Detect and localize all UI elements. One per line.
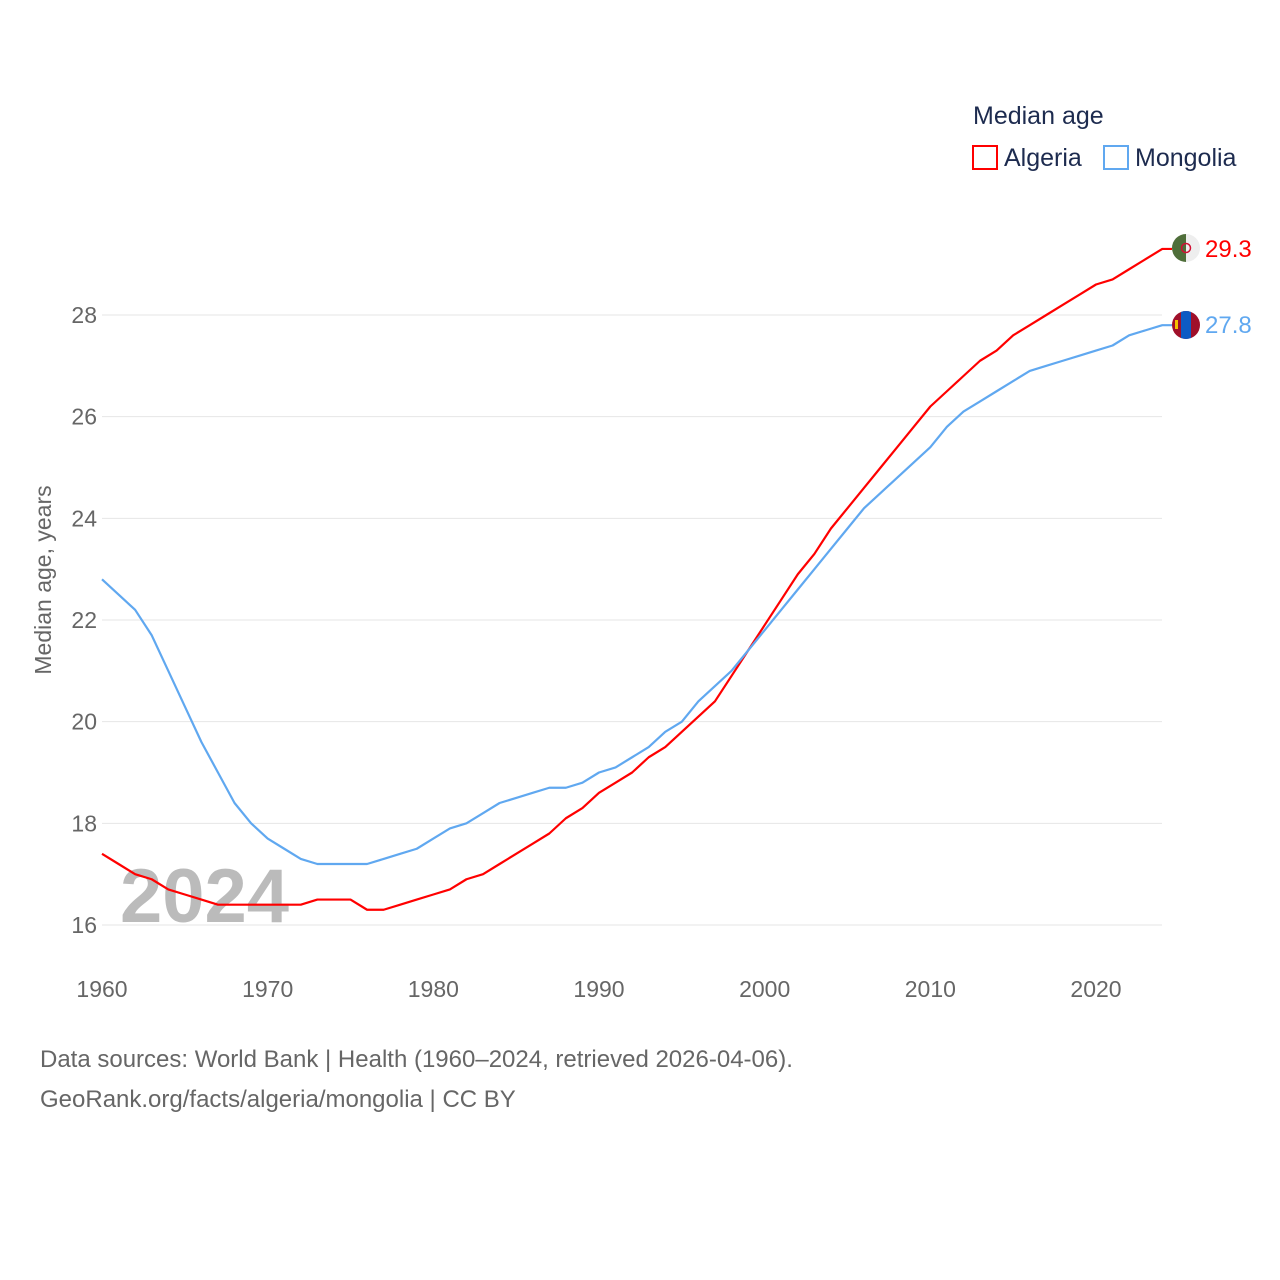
y-tick-label: 22 xyxy=(71,607,97,633)
x-tick-label: 2020 xyxy=(1070,976,1121,1002)
x-tick-label: 1980 xyxy=(408,976,459,1002)
x-tick-label: 1990 xyxy=(573,976,624,1002)
x-tick-label: 2000 xyxy=(739,976,790,1002)
data-source-text: Data sources: World Bank | Health (1960–… xyxy=(40,1046,793,1073)
mongolia-end-label: 27.8 xyxy=(1205,312,1252,339)
year-watermark: 2024 xyxy=(120,854,289,939)
algeria-flag-icon xyxy=(1172,234,1200,262)
x-tick-label: 1960 xyxy=(76,976,127,1002)
y-axis-label: Median age, years xyxy=(30,485,56,674)
x-tick-label: 2010 xyxy=(905,976,956,1002)
y-tick-label: 28 xyxy=(71,302,97,328)
mongolia-flag-icon xyxy=(1172,311,1200,339)
y-tick-label: 20 xyxy=(71,709,97,735)
legend-label-mongolia[interactable]: Mongolia xyxy=(1135,144,1237,172)
algeria-line xyxy=(101,247,1172,911)
legend-swatch-algeria[interactable] xyxy=(972,145,998,170)
x-tick-label: 1970 xyxy=(242,976,293,1002)
legend-label-algeria[interactable]: Algeria xyxy=(1004,144,1082,172)
legend-swatch-mongolia[interactable] xyxy=(1103,145,1129,170)
attribution-link[interactable]: GeoRank.org/facts/algeria/mongolia | CC … xyxy=(40,1086,516,1113)
legend-title: Median age xyxy=(973,102,1104,130)
y-tick-label: 24 xyxy=(71,505,97,531)
y-tick-label: 26 xyxy=(71,404,97,430)
y-tick-label: 16 xyxy=(71,912,97,938)
y-tick-label: 18 xyxy=(71,810,97,836)
mongolia-line xyxy=(101,324,1172,866)
algeria-end-label: 29.3 xyxy=(1205,236,1252,263)
